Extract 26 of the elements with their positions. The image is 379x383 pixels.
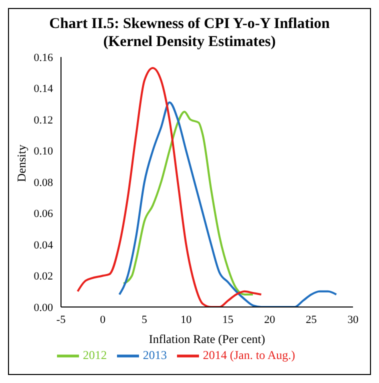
line-series: [76, 66, 262, 307]
y-tick-label: 0.02: [34, 270, 53, 283]
x-tick-label: 0: [100, 314, 106, 326]
chart-title: Chart II.5: Skewness of CPI Y-o-Y Inflation (Kernel Density Estimates): [48, 15, 331, 51]
y-tick-label: 0.00: [34, 302, 54, 314]
x-tick-label: 5: [142, 314, 148, 326]
x-tick-label: 15: [222, 314, 234, 326]
y-tick-label: 0.04: [34, 239, 54, 252]
y-tick-label: 0.16: [34, 52, 54, 64]
y-tick-label: 0.12: [34, 114, 53, 126]
x-tick-label: 10: [180, 314, 192, 326]
legend-label: 2014 (Jan. to Aug.): [202, 348, 296, 362]
x-tick-label: 30: [348, 314, 359, 326]
y-tick-label: 0.08: [34, 176, 54, 189]
x-axis-title: Inflation Rate (Per cent): [148, 332, 266, 346]
x-tick-label: -5: [56, 314, 66, 326]
x-tick-label: 25: [306, 314, 318, 326]
x-tick-label: 20: [264, 314, 276, 326]
y-tick-label: 0.10: [34, 146, 54, 158]
y-tick-label: 0.06: [34, 208, 54, 220]
legend-label: 2013: [142, 348, 167, 362]
line-series: [122, 110, 254, 296]
line-series: [118, 101, 338, 307]
y-axis-title: Density: [14, 144, 28, 182]
y-tick-label: 0.14: [34, 83, 54, 96]
legend-label: 2012: [82, 348, 107, 362]
